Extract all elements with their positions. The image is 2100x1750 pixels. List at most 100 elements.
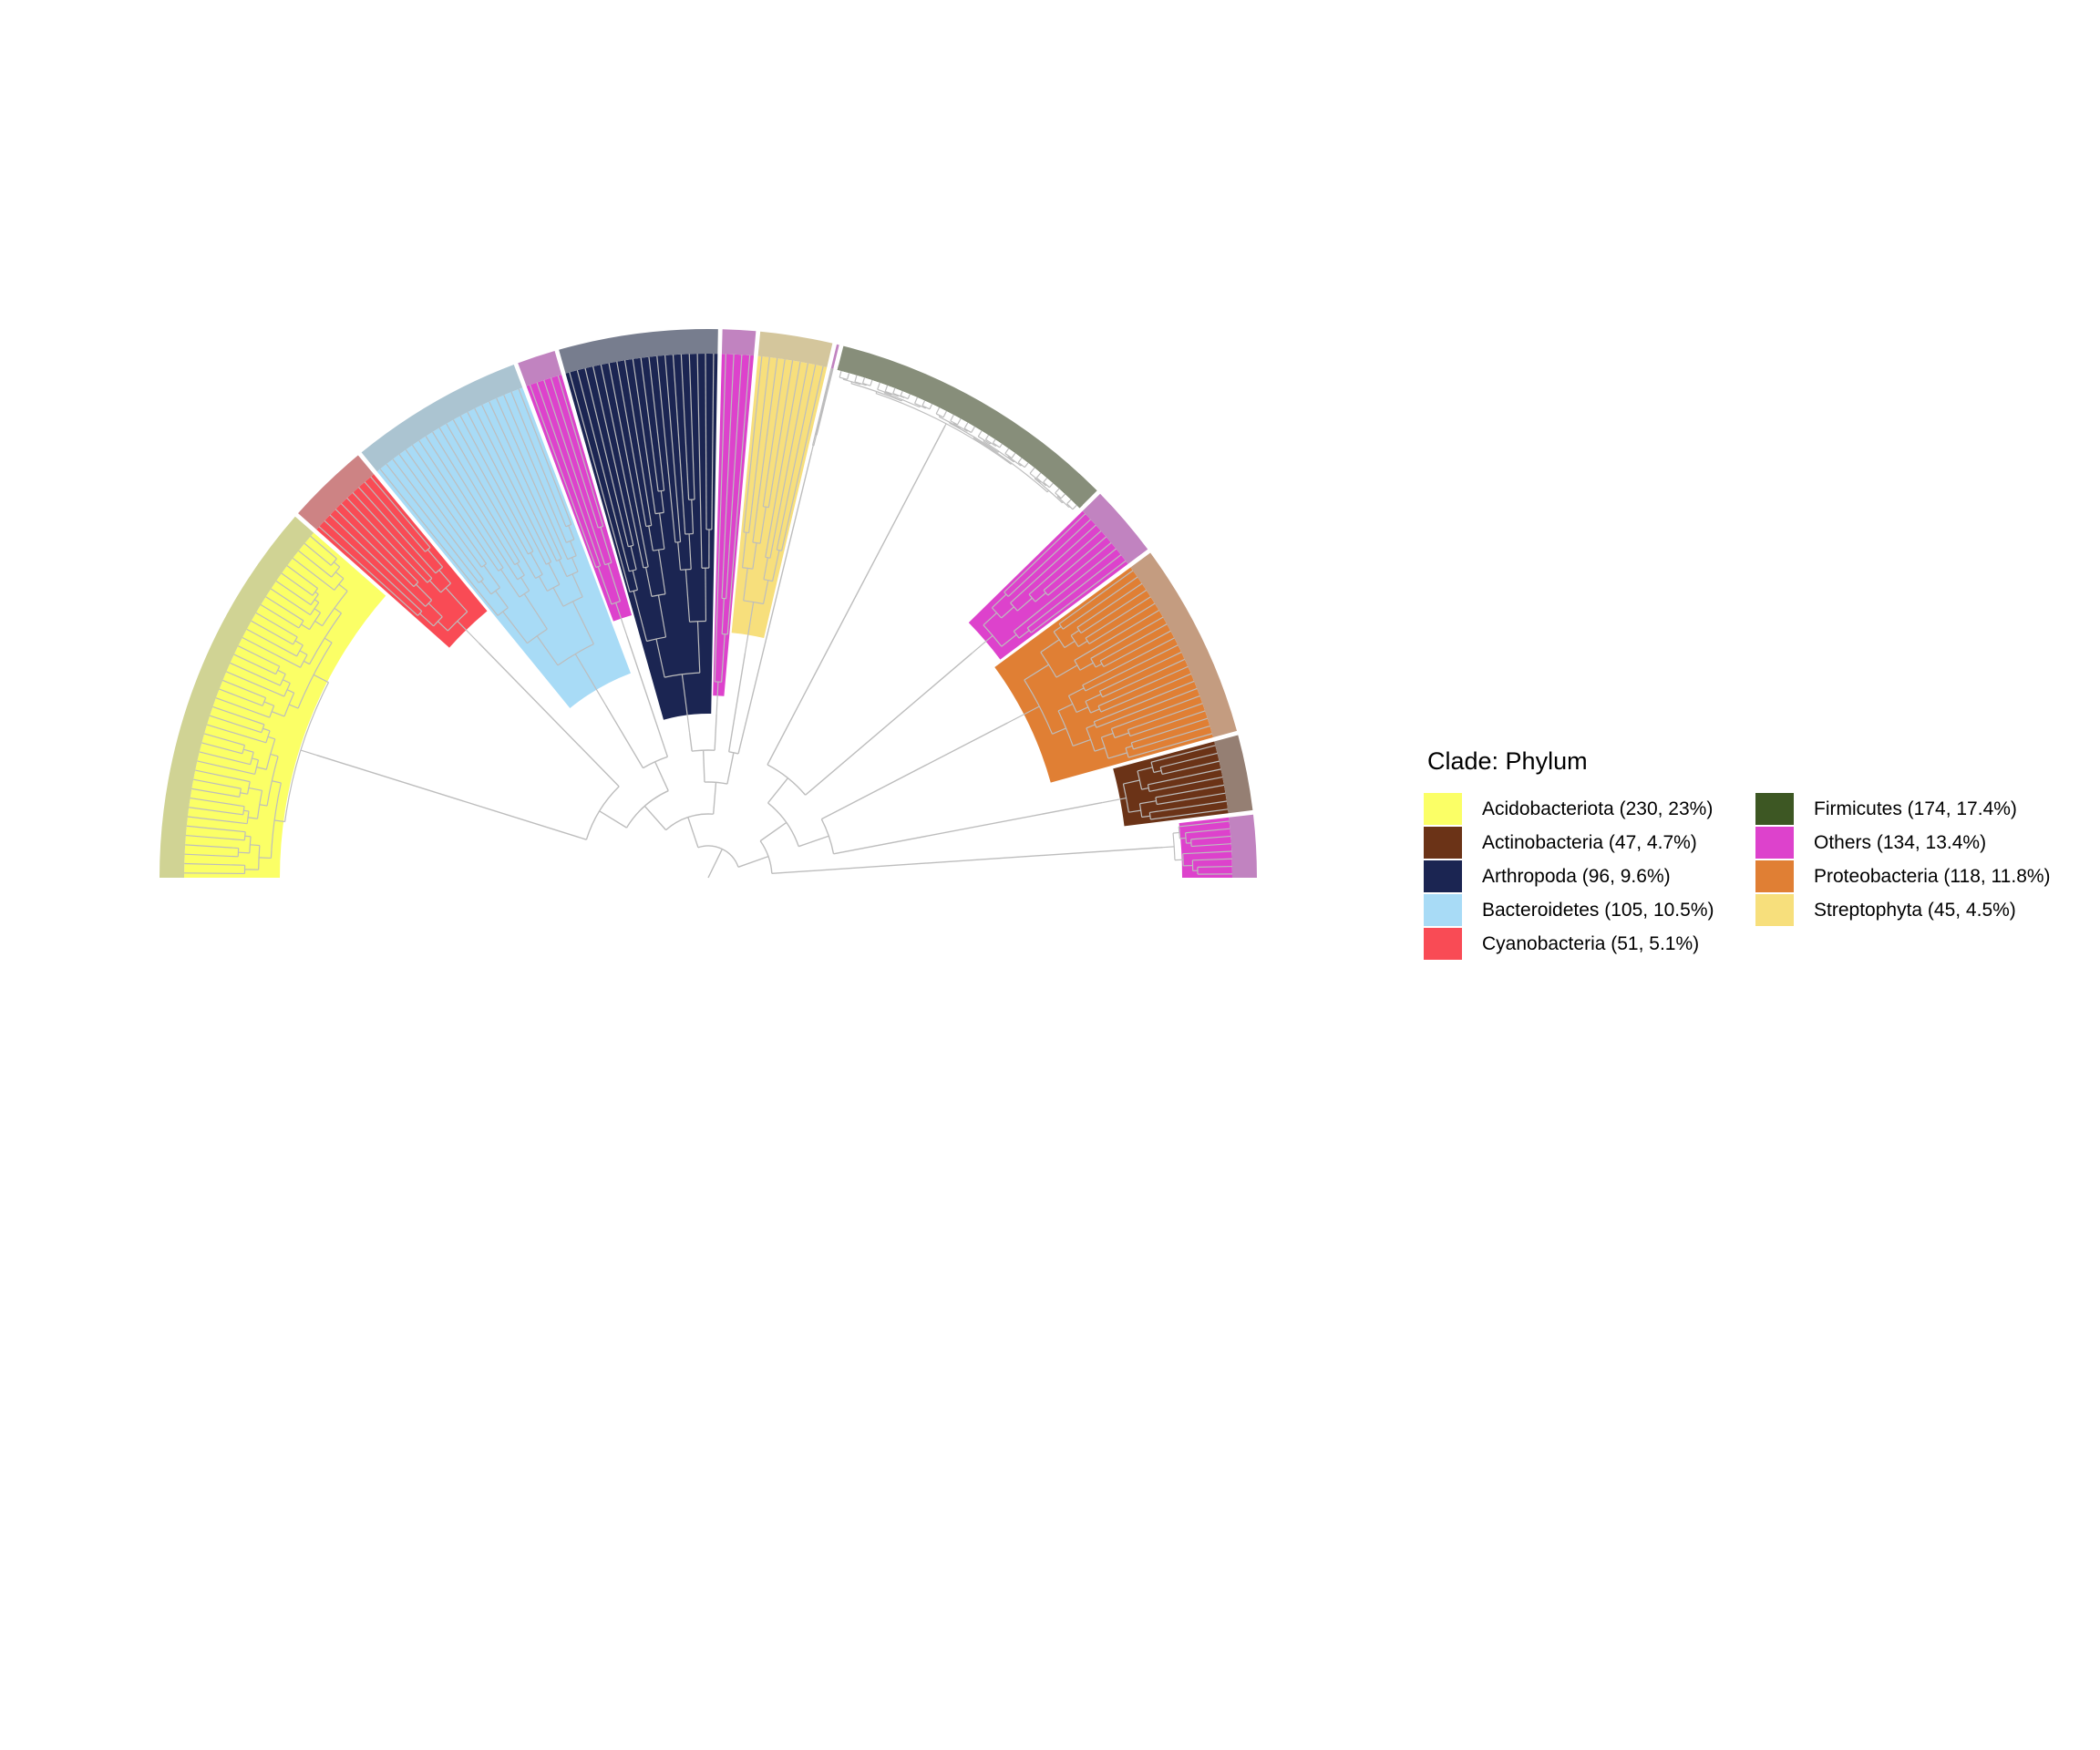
branch: [296, 644, 304, 657]
branch: [648, 356, 665, 491]
branch: [721, 598, 725, 634]
branch: [1016, 597, 1033, 612]
branch: [607, 563, 621, 602]
branch: [1004, 448, 1010, 454]
branch: [929, 403, 933, 410]
branch: [1040, 639, 1060, 654]
branch: [242, 636, 301, 668]
branch: [574, 654, 607, 706]
branch: [258, 845, 261, 870]
branch: [705, 354, 707, 530]
branch: [1066, 499, 1072, 505]
branch: [772, 550, 780, 582]
branch: [664, 672, 700, 678]
branch: [248, 787, 262, 791]
branch: [1086, 727, 1096, 752]
branch: [569, 372, 631, 592]
branch: [1125, 745, 1133, 749]
branch: [547, 583, 561, 592]
backbone-branch: [654, 761, 669, 791]
branch: [299, 650, 308, 655]
branch: [870, 379, 873, 386]
branch: [721, 354, 735, 599]
branch: [813, 434, 818, 447]
clade-ring: [559, 329, 718, 374]
branch: [1122, 783, 1129, 813]
branch: [1046, 489, 1050, 493]
branch: [633, 591, 648, 642]
branch: [1070, 629, 1080, 636]
branch: [1128, 809, 1141, 813]
legend-swatch: [1424, 860, 1462, 892]
branch: [680, 568, 692, 571]
branch: [1076, 706, 1089, 714]
branch: [370, 476, 431, 549]
branch: [314, 608, 321, 613]
legend-item: Acidobacteriota (230, 23%): [1424, 792, 1755, 826]
branch: [222, 679, 266, 699]
branch: [983, 439, 985, 442]
branch: [748, 356, 770, 533]
branch: [1127, 729, 1131, 736]
clade-ring: [757, 331, 833, 367]
branch: [685, 569, 691, 623]
legend-item: Actinobacteria (47, 4.7%): [1424, 826, 1755, 860]
legend-label: Cyanobacteria (51, 5.1%): [1482, 932, 1700, 954]
backbone-branch: [687, 817, 699, 849]
branch: [1053, 625, 1062, 633]
branch: [523, 593, 548, 630]
branch: [1055, 492, 1062, 499]
branch: [1043, 536, 1107, 592]
branch: [743, 355, 763, 532]
tree-branches: [184, 354, 1232, 879]
branch: [445, 587, 468, 612]
branch: [557, 643, 594, 666]
branch: [1001, 633, 1017, 647]
backbone-branch: [728, 751, 739, 755]
branch: [892, 387, 896, 394]
branch: [516, 562, 525, 576]
branch: [762, 359, 786, 507]
branch: [777, 549, 782, 551]
branch: [243, 831, 246, 840]
branch: [1161, 760, 1220, 775]
branch: [752, 357, 778, 543]
backbone-branch: [821, 722, 1008, 820]
branch: [1024, 462, 1029, 468]
legend-item: Proteobacteria (118, 11.8%): [1755, 860, 2065, 893]
branch: [495, 590, 509, 609]
branch: [263, 701, 274, 706]
branch: [256, 767, 267, 770]
branch: [292, 557, 335, 591]
branch: [503, 395, 567, 543]
clade-ring: [518, 351, 562, 386]
branch: [324, 520, 423, 612]
branch: [1157, 792, 1226, 806]
legend-item: Bacteroidetes (105, 10.5%): [1424, 893, 1755, 927]
clade-fill: [316, 474, 488, 648]
branch: [999, 443, 1003, 448]
branch: [502, 611, 528, 644]
branch: [696, 621, 701, 674]
branch: [944, 423, 947, 427]
branch: [346, 498, 428, 583]
branch: [1137, 770, 1143, 790]
branch: [238, 851, 250, 854]
branch: [1190, 835, 1231, 840]
branch: [576, 370, 630, 571]
branch: [608, 363, 649, 568]
backbone-branch: [759, 821, 788, 842]
legend-swatch: [1755, 827, 1794, 859]
branch: [1150, 808, 1229, 820]
branch: [1004, 513, 1086, 593]
branch: [1190, 839, 1192, 847]
clade-highlights: [184, 353, 1232, 878]
branch: [781, 365, 824, 551]
branch: [1097, 665, 1189, 707]
branch: [1072, 738, 1091, 747]
branch: [529, 385, 597, 568]
branch: [413, 582, 419, 587]
branch: [275, 580, 312, 606]
legend-label: Others (134, 13.4%): [1814, 831, 1987, 853]
branch: [246, 628, 297, 657]
